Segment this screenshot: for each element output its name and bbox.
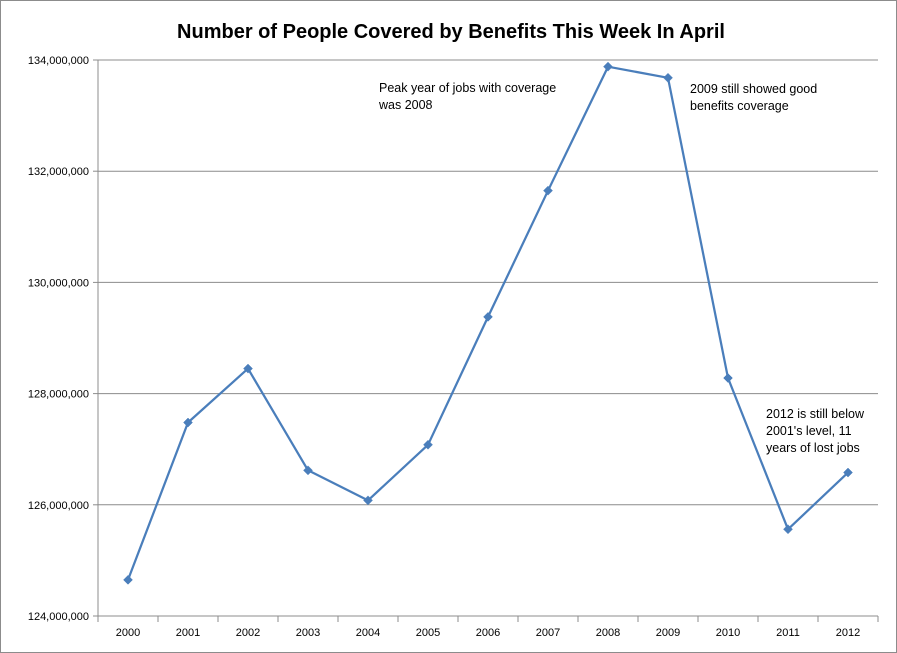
y-axis-tick-labels: 124,000,000 126,000,000 128,000,000 130,000… — [28, 55, 89, 623]
chart-title: Number of People Covered by Benefits Thi… — [177, 21, 725, 43]
data-point-marker — [303, 465, 313, 476]
data-point-marker — [663, 72, 673, 83]
data-point-marker — [603, 61, 613, 72]
series-line — [126, 65, 849, 581]
x-tick-label: 2012 — [836, 627, 860, 639]
x-tick-label: 2010 — [716, 627, 740, 639]
data-point-marker — [483, 312, 493, 322]
y-tick-label: 134,000,000 — [28, 55, 89, 67]
data-point-marker — [243, 363, 253, 374]
x-tick-label: 2004 — [356, 627, 380, 639]
data-point-marker — [723, 373, 733, 383]
data-markers — [123, 61, 853, 585]
y-tick-label: 130,000,000 — [28, 277, 89, 289]
y-tick-label: 132,000,000 — [28, 166, 89, 178]
x-tick-label: 2006 — [476, 627, 500, 639]
x-tick-label: 2001 — [176, 627, 200, 639]
annotation-2012-below-2001: 2012 is still below 2001's level, 11 yea… — [766, 407, 867, 455]
x-axis-tick-labels: 2000 2001 2002 2003 2004 2005 2006 2007 2008 2009… — [116, 627, 860, 639]
data-point-marker — [363, 495, 373, 506]
x-tick-label: 2011 — [776, 627, 800, 639]
x-tick-label: 2005 — [416, 627, 440, 639]
gridlines — [93, 59, 879, 622]
annotation-peak-2008: Peak year of jobs with coverage was 2008 — [378, 81, 560, 112]
annotation-2009-coverage: 2009 still showed good benefits coverage — [690, 82, 821, 113]
y-tick-label: 124,000,000 — [28, 611, 89, 623]
data-point-marker — [183, 417, 193, 428]
y-tick-label: 126,000,000 — [28, 500, 89, 512]
data-point-marker — [423, 439, 433, 450]
x-tick-label: 2003 — [296, 627, 320, 639]
x-tick-label: 2008 — [596, 627, 620, 639]
y-tick-label: 128,000,000 — [28, 389, 89, 401]
data-point-marker — [783, 524, 793, 535]
data-point-marker — [543, 185, 553, 196]
data-point-marker — [843, 467, 853, 478]
x-tick-label: 2002 — [236, 627, 260, 639]
x-tick-label: 2007 — [536, 627, 560, 639]
x-tick-label: 2009 — [656, 627, 680, 639]
x-tick-label: 2000 — [116, 627, 140, 639]
data-point-marker — [123, 575, 133, 585]
